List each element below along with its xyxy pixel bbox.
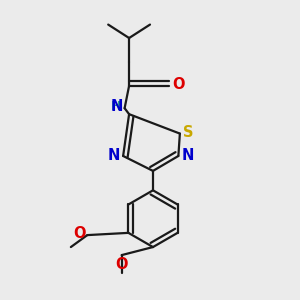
Text: N: N [182, 148, 194, 164]
Text: N: N [107, 148, 119, 164]
Text: O: O [116, 256, 128, 272]
Text: H: H [111, 100, 122, 113]
Text: S: S [183, 124, 194, 140]
Text: O: O [73, 226, 86, 241]
Text: N: N [111, 99, 123, 114]
Text: O: O [172, 77, 185, 92]
